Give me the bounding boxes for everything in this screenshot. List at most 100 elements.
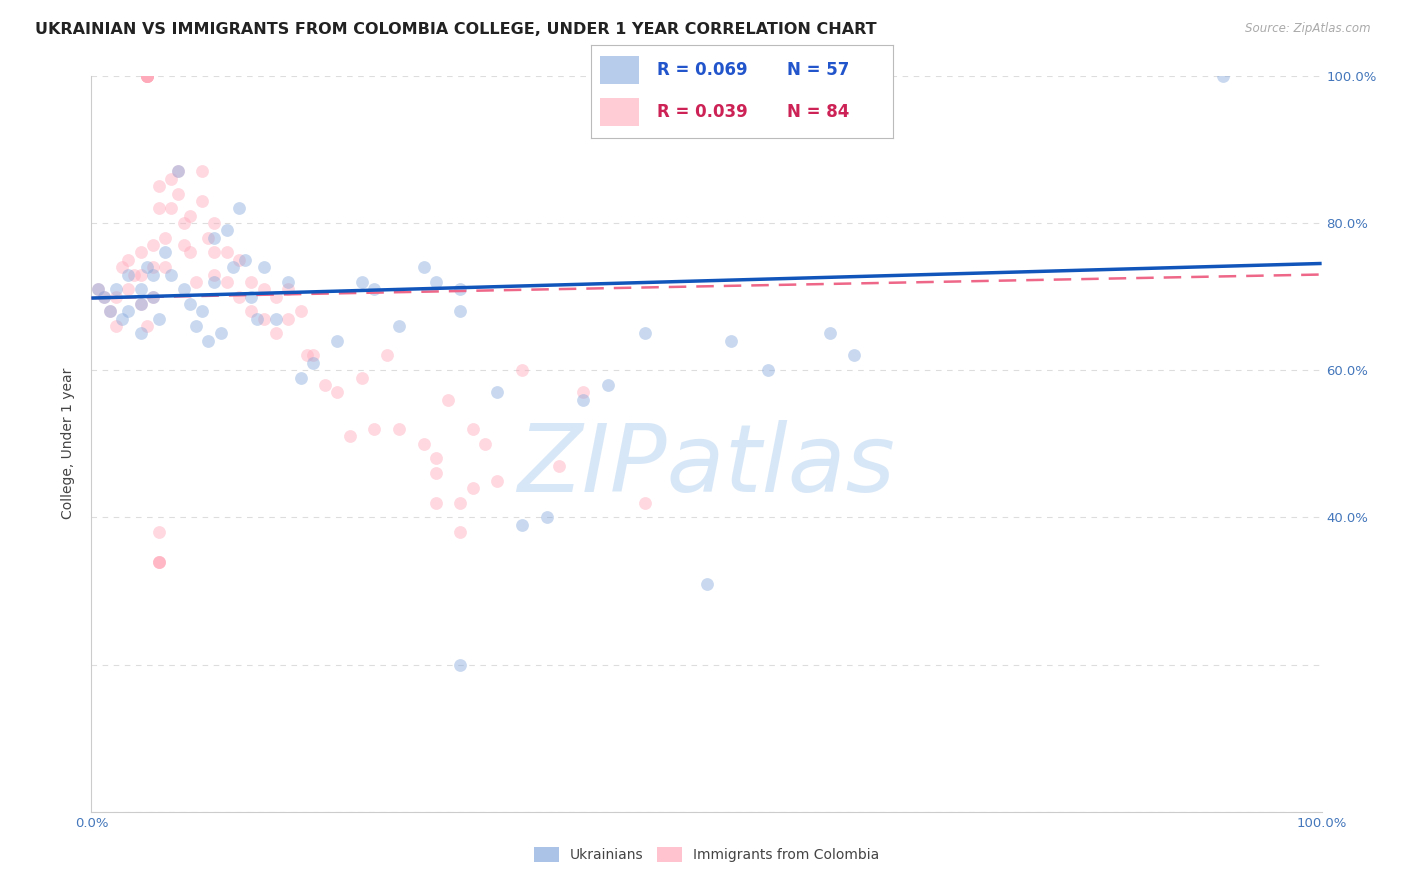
Point — [363, 422, 385, 436]
Point — [153, 231, 177, 245]
Point — [363, 282, 385, 296]
Point — [160, 171, 183, 186]
Text: ZIPatlas: ZIPatlas — [517, 420, 896, 511]
Point — [117, 282, 139, 296]
Point — [142, 260, 165, 275]
Point — [135, 69, 157, 83]
Point — [215, 275, 238, 289]
Point — [197, 231, 219, 245]
Point — [129, 282, 152, 296]
Point — [166, 186, 188, 201]
Point — [148, 179, 170, 194]
Point — [135, 69, 157, 83]
Point — [486, 474, 509, 488]
Point — [425, 496, 447, 510]
Point — [240, 275, 263, 289]
Point — [215, 223, 238, 237]
Point — [209, 326, 232, 341]
Point — [129, 245, 152, 260]
Point — [184, 318, 207, 333]
Point — [202, 268, 225, 282]
Point — [153, 260, 177, 275]
Point — [425, 451, 447, 466]
Point — [352, 370, 374, 384]
Point — [135, 69, 157, 83]
Point — [93, 289, 115, 303]
Point — [596, 378, 619, 392]
Point — [179, 245, 201, 260]
Y-axis label: College, Under 1 year: College, Under 1 year — [62, 368, 76, 519]
Point — [135, 69, 157, 83]
Point — [202, 231, 225, 245]
Point — [173, 216, 195, 230]
Point — [449, 304, 471, 318]
Point — [756, 363, 779, 377]
Point — [461, 481, 484, 495]
Point — [191, 304, 214, 318]
Point — [191, 194, 214, 208]
Point — [135, 69, 157, 83]
Point — [510, 517, 533, 532]
Point — [166, 164, 188, 178]
Point — [142, 289, 165, 303]
Point — [166, 164, 188, 178]
Point — [572, 385, 595, 400]
Point — [148, 202, 170, 216]
Point — [253, 260, 276, 275]
Point — [202, 245, 225, 260]
Point — [388, 422, 411, 436]
Point — [148, 311, 170, 326]
Point — [474, 436, 496, 450]
Point — [461, 422, 484, 436]
Point — [117, 304, 139, 318]
Point — [135, 69, 157, 83]
Point — [425, 466, 447, 480]
Text: UKRAINIAN VS IMMIGRANTS FROM COLOMBIA COLLEGE, UNDER 1 YEAR CORRELATION CHART: UKRAINIAN VS IMMIGRANTS FROM COLOMBIA CO… — [35, 22, 877, 37]
Point — [191, 164, 214, 178]
Point — [148, 524, 170, 539]
Point — [142, 268, 165, 282]
Point — [388, 318, 411, 333]
Point — [215, 245, 238, 260]
FancyBboxPatch shape — [599, 56, 638, 84]
Point — [202, 275, 225, 289]
Point — [264, 311, 287, 326]
Point — [277, 275, 299, 289]
Point — [105, 289, 127, 303]
Point — [240, 304, 263, 318]
Point — [173, 238, 195, 252]
Point — [202, 216, 225, 230]
Point — [233, 252, 256, 267]
Point — [720, 334, 742, 348]
FancyBboxPatch shape — [599, 98, 638, 126]
Text: R = 0.069: R = 0.069 — [657, 61, 748, 78]
Point — [135, 69, 157, 83]
Point — [290, 370, 312, 384]
Point — [277, 282, 299, 296]
Point — [326, 385, 349, 400]
Point — [129, 268, 152, 282]
Point — [547, 458, 569, 473]
Point — [634, 326, 657, 341]
Point — [153, 245, 177, 260]
Point — [326, 334, 349, 348]
Point — [142, 238, 165, 252]
Point — [449, 657, 471, 672]
Point — [197, 334, 219, 348]
Point — [124, 268, 146, 282]
Point — [135, 69, 157, 83]
Point — [412, 260, 434, 275]
Point — [129, 326, 152, 341]
Point — [277, 311, 299, 326]
Point — [142, 289, 165, 303]
Point — [129, 297, 152, 311]
Point — [129, 297, 152, 311]
Point — [339, 429, 361, 443]
Point — [449, 282, 471, 296]
Point — [111, 311, 134, 326]
Text: R = 0.039: R = 0.039 — [657, 103, 748, 121]
Point — [184, 275, 207, 289]
Point — [117, 268, 139, 282]
Point — [301, 348, 323, 362]
Text: N = 84: N = 84 — [787, 103, 849, 121]
